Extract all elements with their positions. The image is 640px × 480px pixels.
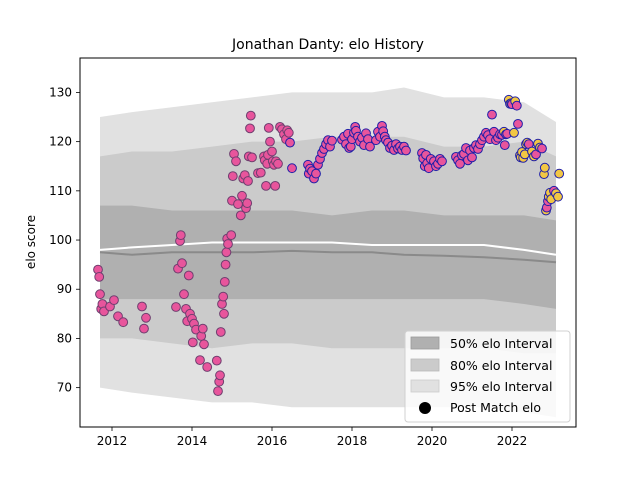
data-point bbox=[311, 168, 321, 179]
y-tick-label: 130 bbox=[49, 85, 72, 99]
y-tick-label: 120 bbox=[49, 135, 72, 149]
data-point bbox=[118, 317, 129, 328]
data-point bbox=[255, 167, 266, 178]
data-point bbox=[227, 171, 238, 182]
data-point bbox=[267, 146, 277, 157]
data-point bbox=[95, 289, 105, 300]
y-tick-label: 100 bbox=[49, 233, 72, 247]
data-point bbox=[215, 370, 225, 381]
data-point bbox=[509, 127, 519, 138]
data-point bbox=[94, 272, 105, 282]
y-axis-label: elo score bbox=[24, 215, 38, 269]
x-tick-label: 2018 bbox=[337, 434, 368, 448]
data-point bbox=[245, 123, 255, 134]
data-point bbox=[287, 163, 297, 174]
data-point bbox=[179, 289, 189, 300]
data-point bbox=[327, 135, 337, 146]
data-point bbox=[283, 127, 294, 138]
data-point bbox=[499, 140, 510, 151]
data-point bbox=[233, 199, 243, 210]
y-tick-label: 90 bbox=[57, 282, 72, 296]
data-point bbox=[171, 302, 181, 312]
data-point bbox=[237, 190, 247, 201]
chart-title: Jonathan Danty: elo History bbox=[231, 37, 424, 53]
y-tick-label: 80 bbox=[57, 331, 72, 345]
data-point bbox=[218, 291, 229, 302]
data-point bbox=[141, 312, 151, 323]
data-point bbox=[243, 176, 253, 186]
legend-swatch-95 bbox=[410, 379, 440, 393]
band-50-interval bbox=[100, 205, 556, 309]
data-point bbox=[437, 156, 447, 167]
legend-swatch-80 bbox=[410, 358, 440, 372]
data-point bbox=[537, 143, 547, 154]
x-tick-label: 2016 bbox=[257, 434, 288, 448]
plot-frame bbox=[79, 57, 577, 428]
data-point bbox=[223, 239, 233, 249]
legend-label-95: 95% elo Interval bbox=[450, 379, 552, 394]
data-point bbox=[247, 152, 257, 163]
data-point bbox=[455, 158, 465, 169]
data-point bbox=[270, 181, 281, 191]
x-tick-label: 2014 bbox=[177, 434, 208, 448]
data-point bbox=[213, 386, 223, 397]
legend-box bbox=[404, 330, 571, 423]
data-point bbox=[231, 156, 241, 167]
data-point bbox=[187, 337, 198, 348]
x-tick-label: 2020 bbox=[417, 434, 448, 448]
y-axis: 70 80 90 100 110 120 130 bbox=[49, 85, 80, 395]
data-point bbox=[177, 258, 187, 269]
data-point bbox=[487, 109, 497, 120]
data-point bbox=[215, 327, 226, 337]
data-point bbox=[263, 123, 274, 133]
data-point bbox=[195, 355, 205, 366]
data-point bbox=[139, 323, 149, 334]
data-point bbox=[265, 136, 275, 147]
data-point bbox=[554, 168, 565, 179]
data-point bbox=[365, 141, 375, 152]
legend-swatch-50 bbox=[410, 336, 440, 350]
data-point bbox=[175, 230, 186, 241]
central-lines bbox=[99, 241, 557, 264]
data-point bbox=[273, 158, 283, 169]
x-axis: 2012 2014 2016 2018 2020 2022 bbox=[97, 427, 528, 448]
data-point bbox=[226, 230, 237, 241]
data-point bbox=[245, 110, 256, 121]
data-point bbox=[219, 308, 229, 319]
data-point bbox=[513, 119, 523, 129]
data-point bbox=[539, 162, 550, 173]
data-point bbox=[219, 277, 230, 287]
y-tick-label: 110 bbox=[49, 184, 72, 198]
legend-label-80: 80% elo Interval bbox=[450, 358, 552, 373]
data-point bbox=[183, 270, 194, 281]
data-point bbox=[221, 247, 232, 258]
data-point bbox=[137, 301, 147, 312]
x-tick-label: 2012 bbox=[97, 434, 128, 448]
data-point bbox=[211, 355, 222, 366]
data-point bbox=[242, 198, 253, 209]
mean-elo-line bbox=[99, 249, 557, 264]
data-point bbox=[511, 100, 522, 111]
post-match-points bbox=[93, 94, 565, 397]
legend: 50% elo Interval 80% elo Interval 95% el… bbox=[404, 330, 571, 423]
data-point bbox=[220, 259, 231, 270]
data-point bbox=[197, 323, 208, 334]
data-point bbox=[553, 191, 563, 202]
data-point bbox=[401, 145, 411, 156]
legend-label-points: Post Match elo bbox=[450, 400, 541, 415]
median-elo-line bbox=[99, 241, 557, 256]
data-point bbox=[202, 362, 213, 372]
data-point bbox=[235, 210, 246, 221]
legend-marker-point bbox=[419, 402, 431, 414]
data-point bbox=[261, 181, 271, 191]
y-tick-label: 70 bbox=[57, 381, 72, 395]
data-point bbox=[285, 137, 295, 148]
data-point bbox=[199, 339, 209, 350]
data-point bbox=[109, 295, 119, 306]
legend-label-50: 50% elo Interval bbox=[450, 336, 552, 351]
x-tick-label: 2022 bbox=[497, 434, 528, 448]
data-point bbox=[467, 152, 477, 163]
